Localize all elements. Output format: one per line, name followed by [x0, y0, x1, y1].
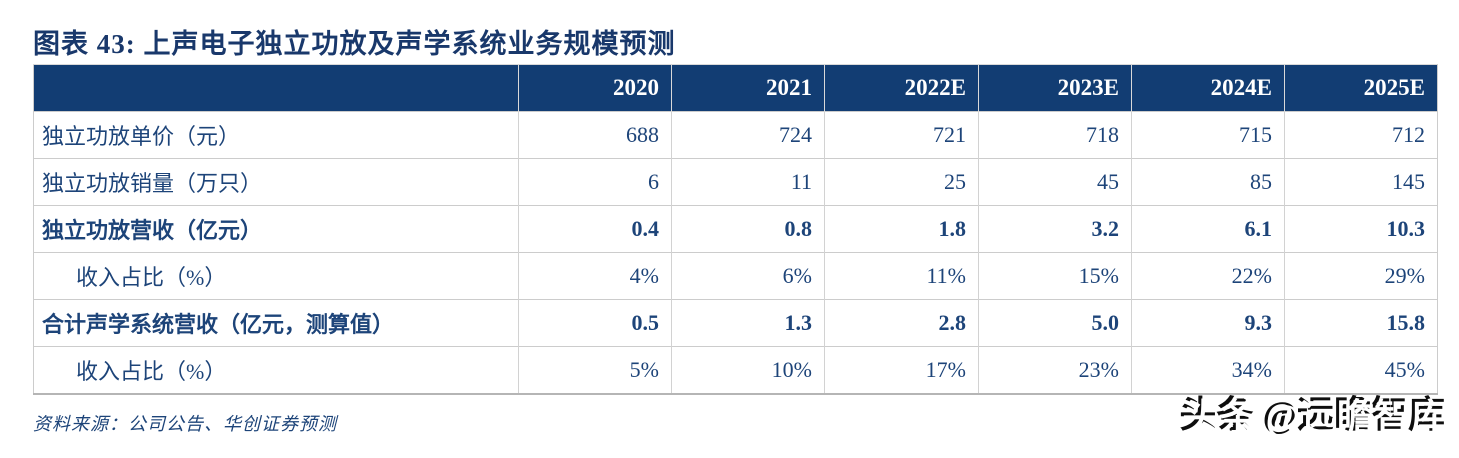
table-row: 独立功放单价（元） 688 724 721 718 715 712	[33, 111, 1438, 159]
table-row: 独立功放营收（亿元） 0.4 0.8 1.8 3.2 6.1 10.3	[33, 205, 1438, 253]
figure-title: 图表 43: 上声电子独立功放及声学系统业务规模预测	[33, 29, 676, 59]
value-cell: 29%	[1284, 252, 1438, 300]
value-cell: 45%	[1284, 346, 1438, 394]
header-cell-2021: 2021	[671, 64, 825, 112]
header-cell-2022e: 2022E	[824, 64, 979, 112]
value-cell: 34%	[1131, 346, 1285, 394]
value-cell: 721	[824, 111, 979, 159]
table-header: 2020 2021 2022E 2023E 2024E 2025E	[33, 64, 1438, 112]
value-cell: 6%	[671, 252, 825, 300]
value-cell: 6.1	[1131, 205, 1285, 253]
value-cell: 715	[1131, 111, 1285, 159]
value-cell: 3.2	[978, 205, 1132, 253]
row-label: 收入占比（%）	[33, 252, 519, 300]
value-cell: 9.3	[1131, 299, 1285, 347]
value-cell: 0.5	[518, 299, 672, 347]
value-cell: 17%	[824, 346, 979, 394]
value-cell: 1.3	[671, 299, 825, 347]
value-cell: 688	[518, 111, 672, 159]
value-cell: 22%	[1131, 252, 1285, 300]
watermark-highlight: 头条 @远瞻智库	[1182, 398, 1448, 439]
row-label: 独立功放单价（元）	[33, 111, 519, 159]
watermark: 头条 @远瞻智库 头条 @远瞻智库	[1179, 395, 1448, 439]
value-cell: 4%	[518, 252, 672, 300]
value-cell: 5%	[518, 346, 672, 394]
table-row: 合计声学系统营收（亿元，测算值） 0.5 1.3 2.8 5.0 9.3 15.8	[33, 299, 1438, 347]
row-label: 收入占比（%）	[33, 346, 519, 394]
row-label: 独立功放销量（万只）	[33, 158, 519, 206]
header-cell-2023e: 2023E	[978, 64, 1132, 112]
value-cell: 2.8	[824, 299, 979, 347]
value-cell: 10.3	[1284, 205, 1438, 253]
header-cell-blank	[33, 64, 519, 112]
value-cell: 0.4	[518, 205, 672, 253]
header-cell-2020: 2020	[518, 64, 672, 112]
value-cell: 10%	[671, 346, 825, 394]
watermark-text: 头条 @远瞻智库 头条 @远瞻智库	[1179, 395, 1448, 439]
table-body: 独立功放单价（元） 688 724 721 718 715 712 独立功放销量（万只） 6 11…	[33, 111, 1438, 394]
value-cell: 6	[518, 158, 672, 206]
header-row: 2020 2021 2022E 2023E 2024E 2025E	[33, 64, 1438, 112]
forecast-table: 2020 2021 2022E 2023E 2024E 2025E 独立功放单价…	[33, 64, 1438, 395]
table-row: 独立功放销量（万只） 6 11 25 45 85 145	[33, 158, 1438, 206]
value-cell: 85	[1131, 158, 1285, 206]
value-cell: 1.8	[824, 205, 979, 253]
value-cell: 718	[978, 111, 1132, 159]
row-label: 独立功放营收（亿元）	[33, 205, 519, 253]
value-cell: 15%	[978, 252, 1132, 300]
row-label: 合计声学系统营收（亿元，测算值）	[33, 299, 519, 347]
value-cell: 23%	[978, 346, 1132, 394]
value-cell: 145	[1284, 158, 1438, 206]
table-row: 收入占比（%） 5% 10% 17% 23% 34% 45%	[33, 346, 1438, 394]
value-cell: 724	[671, 111, 825, 159]
value-cell: 45	[978, 158, 1132, 206]
value-cell: 25	[824, 158, 979, 206]
value-cell: 0.8	[671, 205, 825, 253]
value-cell: 11%	[824, 252, 979, 300]
header-cell-2024e: 2024E	[1131, 64, 1285, 112]
value-cell: 712	[1284, 111, 1438, 159]
header-cell-2025e: 2025E	[1284, 64, 1438, 112]
value-cell: 11	[671, 158, 825, 206]
table-row: 收入占比（%） 4% 6% 11% 15% 22% 29%	[33, 252, 1438, 300]
value-cell: 5.0	[978, 299, 1132, 347]
value-cell: 15.8	[1284, 299, 1438, 347]
source-note: 资料来源：公司公告、华创证券预测	[33, 414, 337, 434]
